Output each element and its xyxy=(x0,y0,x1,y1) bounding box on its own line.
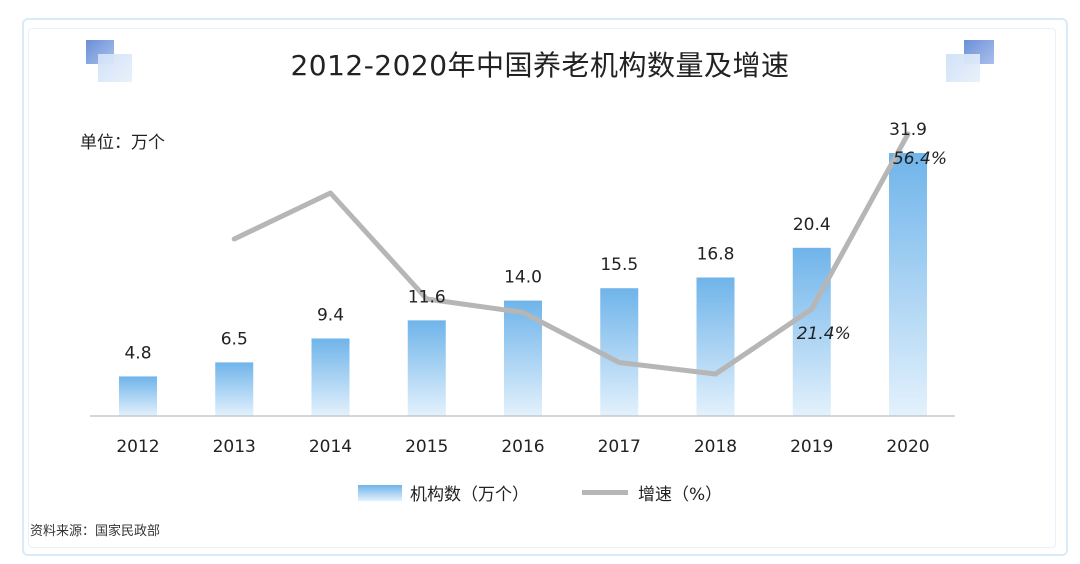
legend-item-bars: 机构数（万个） xyxy=(358,480,529,505)
bar-2017 xyxy=(600,288,639,416)
bar-2019 xyxy=(792,247,831,416)
x-tick-2020: 2020 xyxy=(886,437,929,457)
x-tick-2017: 2017 xyxy=(598,437,641,457)
legend-line-label: 增速（%） xyxy=(638,485,723,505)
source-note: 资料来源：国家民政部 xyxy=(30,524,161,539)
corner-decoration-left xyxy=(86,40,138,82)
bar-value-label-2016: 14.0 xyxy=(504,268,542,288)
x-tick-2018: 2018 xyxy=(694,437,737,457)
x-tick-2015: 2015 xyxy=(405,437,448,457)
growth-rate-line xyxy=(231,131,911,377)
bar-2015 xyxy=(407,320,446,416)
x-tick-2019: 2019 xyxy=(790,437,833,457)
x-tick-2016: 2016 xyxy=(501,437,544,457)
x-tick-2014: 2014 xyxy=(309,437,352,457)
legend-bar-swatch xyxy=(358,484,402,501)
bar-value-label-2020: 31.9 xyxy=(889,120,927,140)
growth-label-2020: 56.4% xyxy=(893,149,947,169)
bar-value-label-2012: 4.8 xyxy=(124,343,151,363)
bar-value-label-2018: 16.8 xyxy=(697,244,735,264)
bar-value-label-2015: 11.6 xyxy=(408,287,446,307)
bar-value-label-2014: 9.4 xyxy=(317,306,344,326)
bar-value-label-2017: 15.5 xyxy=(600,255,638,275)
bar-2014 xyxy=(311,338,350,416)
legend: 机构数（万个） 增速（%） xyxy=(0,480,1080,508)
bar-2013 xyxy=(215,362,254,416)
bar-2020 xyxy=(889,153,927,416)
legend-line-swatch xyxy=(582,490,628,495)
chart-title: 2012-2020年中国养老机构数量及增速 xyxy=(290,49,790,82)
bar-value-label-2013: 6.5 xyxy=(221,329,248,349)
legend-bar-label: 机构数（万个） xyxy=(410,485,529,505)
unit-label: 单位：万个 xyxy=(80,133,165,153)
growth-label-2019: 21.4% xyxy=(797,324,851,344)
x-tick-2012: 2012 xyxy=(116,437,159,457)
chart-frame-inner xyxy=(28,28,1056,548)
bar-value-label-2019: 20.4 xyxy=(793,215,831,235)
x-tick-2013: 2013 xyxy=(213,437,256,457)
bar-2018 xyxy=(696,277,735,416)
bar-2012 xyxy=(119,376,157,416)
corner-decoration-right xyxy=(946,40,998,82)
chart-frame xyxy=(22,18,1068,556)
legend-item-line: 增速（%） xyxy=(582,480,722,505)
